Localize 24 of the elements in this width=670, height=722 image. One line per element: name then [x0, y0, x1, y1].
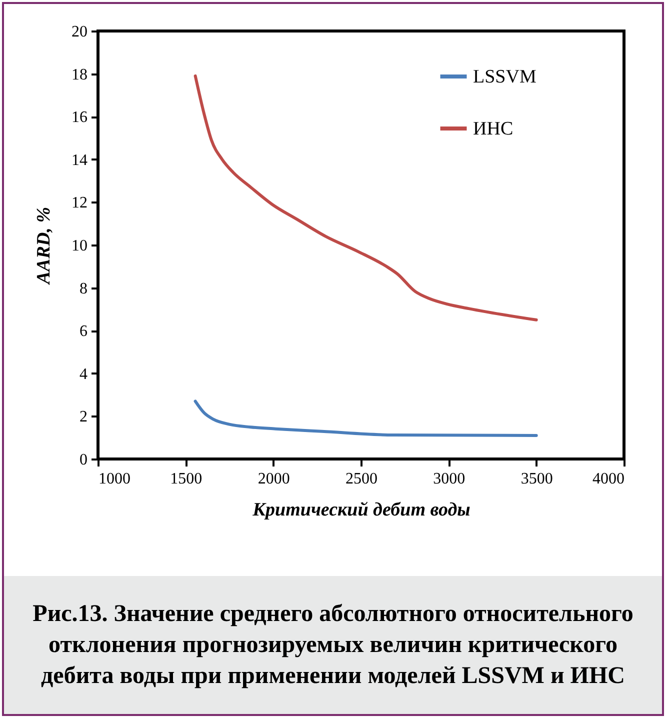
x-tick-label: 2000: [258, 470, 290, 488]
y-tick-label: 16: [72, 109, 88, 126]
y-tick-label: 2: [80, 408, 88, 426]
x-tick-label: 3500: [520, 470, 553, 488]
y-tick-label: 6: [80, 323, 88, 340]
y-tick-label: 18: [72, 66, 88, 84]
text: Рис.13. Значение среднего абсолютного относительного отклонения прогнозируемых величин критического дебита воды при применении моделей LSSVM и ИНС: [4, 576, 662, 714]
x-tick-label: 4000: [592, 470, 624, 488]
y-tick-label: 20: [72, 24, 88, 40]
x-axis-title: Критический дебит воды: [252, 500, 470, 520]
x-tick-label: 1000: [98, 470, 130, 488]
x-tick-label: 2500: [346, 470, 378, 488]
legend-label: LSSVM: [473, 66, 536, 88]
y-tick-label: 0: [80, 452, 88, 468]
y-tick-label: 12: [72, 194, 88, 212]
line-series: [194, 400, 538, 437]
legend-label: ИНС: [473, 118, 514, 140]
y-axis-title: AARD, %: [34, 206, 54, 286]
y-tick-label: 10: [72, 238, 88, 254]
y-tick-label: 4: [80, 366, 88, 383]
y-tick-label: 14: [72, 152, 88, 169]
x-tick-label: 3000: [433, 470, 466, 488]
y-tick-label: 8: [80, 280, 88, 298]
x-tick-label: 1500: [170, 470, 202, 488]
